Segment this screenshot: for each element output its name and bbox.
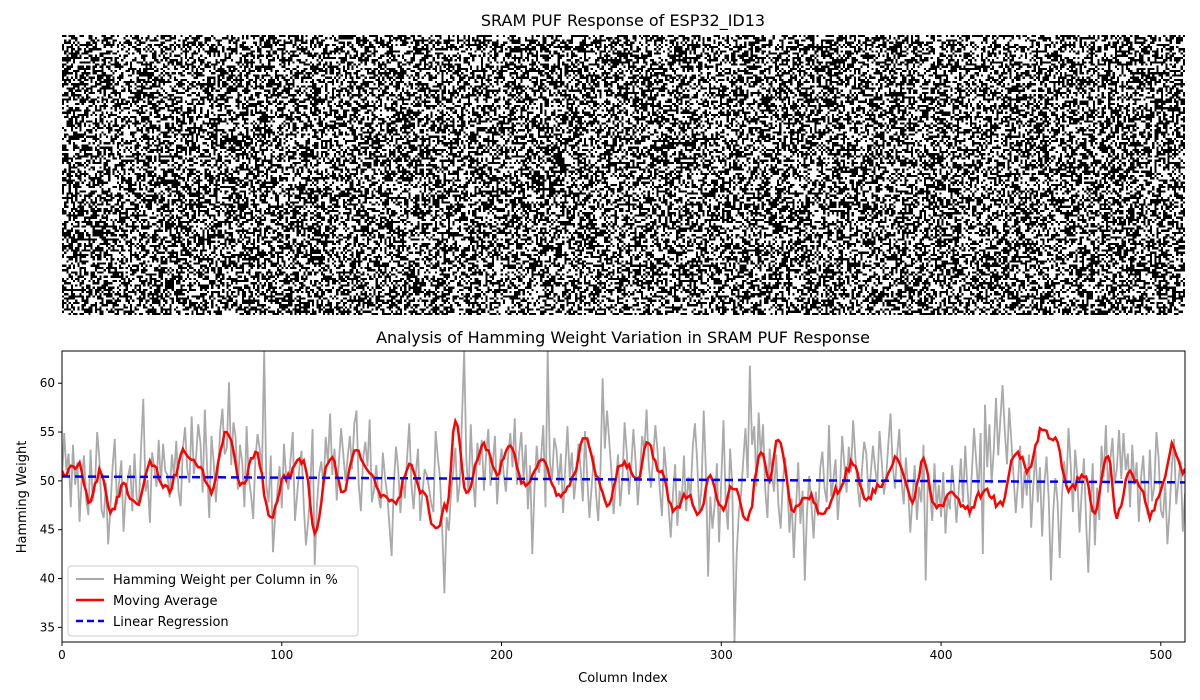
- line-chart-title: Analysis of Hamming Weight Variation in …: [376, 328, 870, 347]
- x-tick-label: 300: [710, 648, 733, 662]
- y-tick-label: 60: [40, 376, 55, 390]
- plot-frame: [61, 350, 1186, 643]
- x-tick-label: 0: [58, 648, 66, 662]
- y-tick-label: 35: [40, 620, 55, 634]
- y-axis: 35 40 45 50 55 60: [40, 376, 62, 634]
- y-tick-label: 50: [40, 474, 55, 488]
- x-tick-label: 400: [930, 648, 953, 662]
- x-tick-label: 500: [1149, 648, 1172, 662]
- legend-box: [67, 565, 359, 637]
- y-tick-label: 40: [40, 572, 55, 586]
- y-axis-label: Hamming Weight: [15, 441, 30, 554]
- legend-label-regression: Linear Regression: [113, 615, 229, 630]
- legend-label-raw: Hamming Weight per Column in %: [113, 573, 338, 588]
- heatmap-title: SRAM PUF Response of ESP32_ID13: [481, 11, 765, 31]
- plot-area: [62, 351, 1185, 642]
- series-linear-regression-line: [62, 475, 1185, 484]
- series-moving-average-line: [62, 417, 1185, 537]
- y-tick-label: 45: [40, 523, 55, 537]
- legend-label-moving-average: Moving Average: [113, 594, 217, 609]
- legend: Hamming Weight per Column in % Moving Av…: [67, 565, 359, 637]
- x-axis-label: Column Index: [578, 671, 668, 686]
- series-hamming-weight-line: [62, 351, 1185, 642]
- y-tick-label: 55: [40, 425, 55, 439]
- x-tick-label: 100: [270, 648, 293, 662]
- x-tick-label: 200: [490, 648, 513, 662]
- x-axis: 0 100 200 300 400 500: [58, 642, 1172, 662]
- sram-puf-heatmap: [62, 35, 1185, 315]
